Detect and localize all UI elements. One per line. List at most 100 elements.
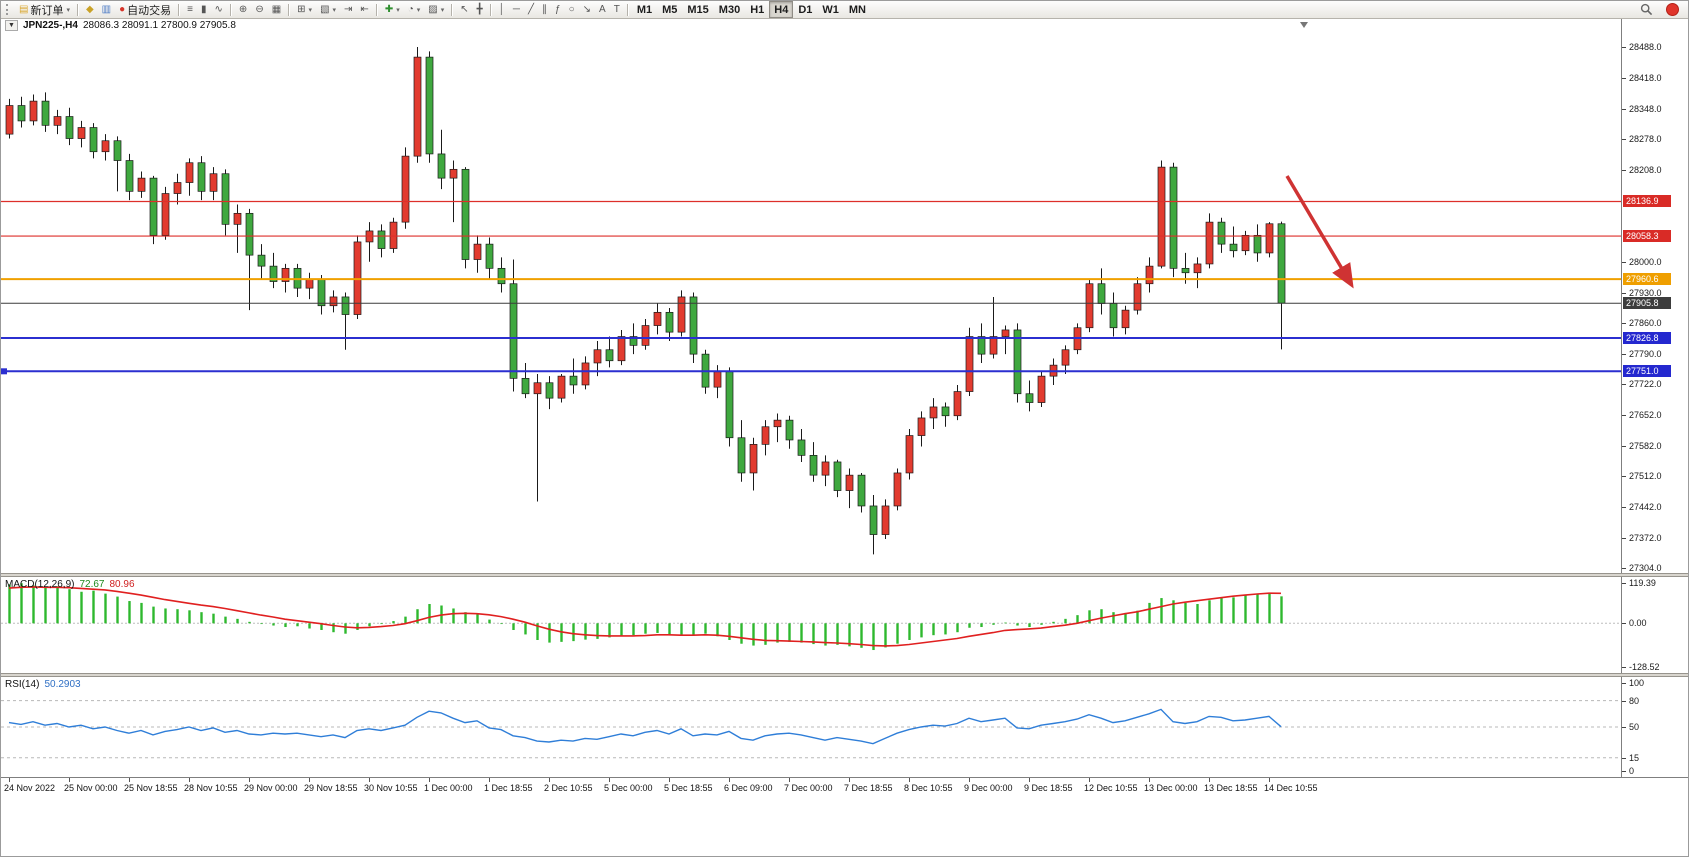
tf-m15-button[interactable]: M15 bbox=[682, 1, 713, 18]
candlestick-chart-type-button[interactable]: ▮ bbox=[197, 1, 211, 18]
autotrading-button[interactable]: ● 自动交易 bbox=[115, 1, 175, 18]
time-axis-tick bbox=[1149, 778, 1150, 782]
bar-chart-type-icon: ≡ bbox=[187, 3, 194, 15]
chart-shift-button[interactable]: ⇤ bbox=[356, 1, 372, 18]
vertical-line-icon: │ bbox=[498, 3, 505, 15]
price-line-badge: 27751.0 bbox=[1623, 365, 1671, 378]
time-axis-label: 28 Nov 10:55 bbox=[184, 783, 238, 793]
horizontal-line-button[interactable]: ─ bbox=[509, 1, 524, 18]
price-axis[interactable]: 28488.0 28418.0 28348.0 28278.0 28208.0 28000… bbox=[1621, 18, 1688, 573]
search-button[interactable] bbox=[1636, 1, 1657, 18]
tile-windows-button[interactable]: ▦ bbox=[268, 1, 285, 18]
price-axis-tick bbox=[1622, 507, 1626, 509]
indicators-icon: ✚ bbox=[384, 3, 394, 15]
crosshair-icon: ╋ bbox=[476, 3, 483, 15]
tf-w1-button[interactable]: W1 bbox=[817, 1, 844, 18]
time-axis-label: 8 Dec 10:55 bbox=[904, 783, 953, 793]
periods-button[interactable]: ◔ ▾ bbox=[404, 1, 425, 18]
rsi-axis-tick bbox=[1622, 683, 1626, 684]
panel-splitter[interactable] bbox=[1, 573, 1688, 577]
cursor-button[interactable]: ↖ bbox=[456, 1, 472, 18]
new-chart-button[interactable]: ⊞ ▾ bbox=[293, 1, 316, 18]
templates-button[interactable]: ▨ ▾ bbox=[424, 1, 448, 18]
rsi-chart-svg bbox=[1, 700, 1621, 759]
macd-axis: 119.39 0.00 -128.52 bbox=[1621, 577, 1688, 673]
time-axis-tick bbox=[1269, 778, 1270, 782]
price-axis-tick bbox=[1622, 384, 1626, 386]
tf-h4-button[interactable]: H4 bbox=[769, 1, 794, 18]
price-axis-tick bbox=[1622, 170, 1626, 172]
metaeditor-button[interactable]: ◆ bbox=[82, 1, 98, 18]
macd-name: MACD(12,26,9) bbox=[5, 579, 75, 590]
time-axis-tick bbox=[429, 778, 430, 782]
arrows-icon: ↘ bbox=[582, 3, 592, 15]
time-axis-label: 13 Dec 00:00 bbox=[1144, 783, 1198, 793]
price-axis-label: 27722.0 bbox=[1629, 379, 1662, 390]
tf-h1-button[interactable]: H1 bbox=[745, 1, 769, 18]
price-axis-tick bbox=[1622, 538, 1626, 540]
fibonacci-button[interactable]: ƒ bbox=[551, 1, 565, 18]
tf-m1-button[interactable]: M1 bbox=[632, 1, 657, 18]
crosshair-button[interactable]: ╋ bbox=[473, 1, 487, 18]
time-axis-label: 2 Dec 10:55 bbox=[544, 783, 593, 793]
toolbar-right bbox=[1636, 1, 1688, 18]
auto-scroll-button[interactable]: ⇥ bbox=[340, 1, 356, 18]
tf-d1-button-label: D1 bbox=[798, 3, 813, 16]
arrows-button[interactable]: ↘ bbox=[579, 1, 595, 18]
price-axis-tick bbox=[1622, 414, 1626, 416]
price-axis-label: 28348.0 bbox=[1629, 103, 1662, 114]
text-button[interactable]: A bbox=[595, 1, 610, 18]
rsi-plot[interactable]: RSI(14) 50.2903 bbox=[1, 677, 1621, 777]
time-axis-tick bbox=[129, 778, 130, 782]
tf-m30-button[interactable]: M30 bbox=[714, 1, 745, 18]
rsi-axis-tick bbox=[1622, 771, 1626, 772]
time-axis-label: 6 Dec 09:00 bbox=[724, 783, 773, 793]
profiles-button[interactable]: ▧ ▾ bbox=[316, 1, 340, 18]
chart-ohlc-values: 28086.3 28091.1 27800.9 27905.8 bbox=[82, 20, 236, 31]
shapes-button[interactable]: ○ bbox=[565, 1, 579, 18]
tf-m5-button[interactable]: M5 bbox=[657, 1, 682, 18]
trendline-button[interactable]: ╱ bbox=[524, 1, 538, 18]
macd-axis-tick bbox=[1622, 667, 1626, 668]
rsi-axis-tick bbox=[1622, 757, 1626, 759]
zoom-in-button[interactable]: ⊕ bbox=[235, 1, 251, 18]
chart-shift-marker[interactable] bbox=[1300, 22, 1308, 28]
metaeditor-icon: ◆ bbox=[85, 3, 94, 15]
vertical-line-button[interactable]: │ bbox=[495, 1, 509, 18]
price-axis-label: 27372.0 bbox=[1629, 533, 1662, 544]
price-axis-label: 27304.0 bbox=[1629, 563, 1662, 573]
notification-badge[interactable] bbox=[1666, 3, 1679, 16]
main-chart-plot[interactable]: ▼ JPN225-,H4 28086.3 28091.1 27800.9 279… bbox=[1, 18, 1621, 573]
bar-chart-type-button[interactable]: ≡ bbox=[183, 1, 197, 18]
price-chart-svg bbox=[1, 22, 1621, 555]
horizontal-line-handle[interactable] bbox=[1, 368, 7, 375]
zoom-out-button[interactable]: ⊖ bbox=[251, 1, 267, 18]
tf-d1-button[interactable]: D1 bbox=[793, 1, 817, 18]
line-chart-type-button[interactable]: ∿ bbox=[211, 1, 227, 18]
time-axis-label: 1 Dec 18:55 bbox=[484, 783, 533, 793]
price-axis-tick bbox=[1622, 108, 1626, 110]
rsi-axis-label: 50 bbox=[1629, 722, 1640, 732]
toolbar-separator bbox=[489, 3, 492, 16]
time-axis-label: 14 Dec 10:55 bbox=[1264, 783, 1318, 793]
new-order-button[interactable]: ▤ 新订单 ▾ bbox=[15, 1, 74, 18]
price-axis-label: 28208.0 bbox=[1629, 165, 1662, 176]
trend-arrow[interactable] bbox=[1285, 175, 1354, 289]
time-axis-label: 30 Nov 10:55 bbox=[364, 783, 418, 793]
price-line-badge: 27905.8 bbox=[1623, 297, 1671, 310]
tf-h1-button-label: H1 bbox=[750, 3, 765, 16]
chart-menu-icon[interactable]: ▼ bbox=[5, 20, 18, 31]
text-label-button[interactable]: T bbox=[610, 1, 624, 18]
toolbar-drag-handle[interactable] bbox=[6, 4, 12, 15]
rsi-name: RSI(14) bbox=[5, 679, 40, 690]
tf-mn-button[interactable]: MN bbox=[844, 1, 871, 18]
equidistant-channel-button[interactable]: ∥ bbox=[538, 1, 551, 18]
time-axis[interactable]: 24 Nov 2022 25 Nov 00:00 25 Nov 18:55 28 No… bbox=[1, 777, 1688, 796]
time-axis-tick bbox=[369, 778, 370, 782]
market-watch-button[interactable]: ▥ bbox=[98, 1, 115, 18]
macd-label: MACD(12,26,9) 72.67 80.96 bbox=[5, 579, 135, 590]
time-axis-tick bbox=[309, 778, 310, 782]
panel-splitter[interactable] bbox=[1, 673, 1688, 677]
indicators-button[interactable]: ✚ ▾ bbox=[381, 1, 404, 18]
macd-plot[interactable]: MACD(12,26,9) 72.67 80.96 bbox=[1, 577, 1621, 673]
